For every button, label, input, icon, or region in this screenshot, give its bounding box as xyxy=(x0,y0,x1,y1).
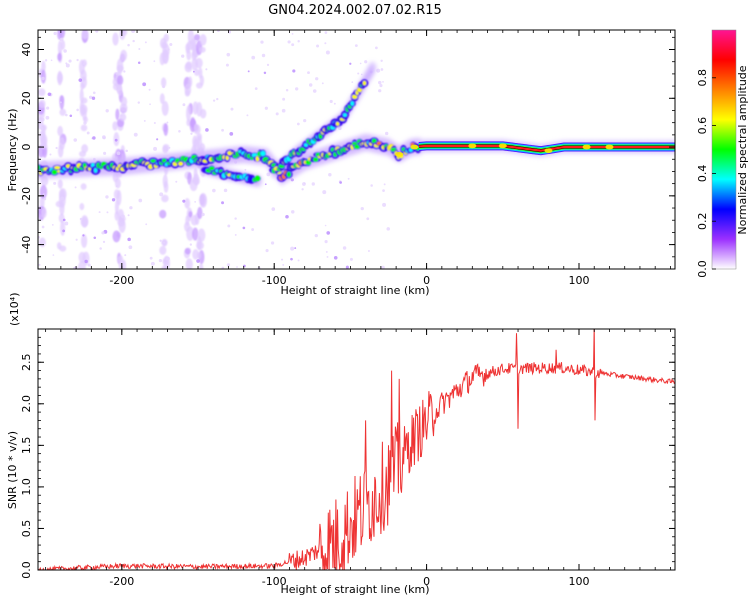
colorbar-frame xyxy=(711,29,737,270)
snr-ytick-label: 1.0 xyxy=(20,478,33,496)
spectrogram-xtick-label: -200 xyxy=(109,274,134,287)
colorbar-ticks: 0.0 0.2 0.4 0.6 0.8 xyxy=(696,69,716,278)
snr-ylabel: SNR (10 * v/v) xyxy=(6,431,19,509)
spectrogram-ytick-label: -20 xyxy=(20,187,33,205)
spectrogram-ytick-label: 0 xyxy=(20,144,33,151)
spectrogram-ytick-label: 40 xyxy=(20,43,33,57)
spectrogram-carrier xyxy=(395,141,675,157)
colorbar-tick-label: 0.8 xyxy=(696,69,709,87)
snr-ticks: -200 -100 0 100 0.0 0.5 1.0 1.5 2.0 2.5 xyxy=(20,329,675,588)
spectrogram-noise-stripe xyxy=(55,30,67,252)
snr-multiplier: (x10⁴) xyxy=(8,293,21,327)
snr-ytick-label: 1.5 xyxy=(20,437,33,455)
snr-xtick-label: 0 xyxy=(423,575,430,588)
snr-xtick-label: -100 xyxy=(262,575,287,588)
snr-xtick-label: 100 xyxy=(568,575,589,588)
spectrogram-xtick-label: 0 xyxy=(423,274,430,287)
colorbar-tick-label: 0.0 xyxy=(696,260,709,278)
spectrogram-noise-stripe xyxy=(77,30,90,269)
snr-plot xyxy=(38,329,675,570)
spectrogram-ylabel: Frequency (Hz) xyxy=(6,109,19,192)
snr-xtick-label: -200 xyxy=(109,575,134,588)
colorbar-tick-label: 0.2 xyxy=(696,212,709,230)
spectrogram-ytick-label: -40 xyxy=(20,236,33,254)
colorbar-tick-label: 0.4 xyxy=(696,165,709,183)
colorbar: 0.0 0.2 0.4 0.6 0.8 Normalized spectral ampl… xyxy=(696,29,749,278)
spectrogram-noise-stripe xyxy=(159,33,171,269)
snr-series-line xyxy=(38,329,675,570)
spectrogram-xtick-label: -100 xyxy=(262,274,287,287)
snr-xlabel: Height of straight line (km) xyxy=(280,583,429,596)
snr-ytick-label: 2.0 xyxy=(20,395,33,413)
snr-ytick-label: 0.5 xyxy=(20,520,33,538)
snr-panel: -200 -100 0 100 0.0 0.5 1.0 1.5 2.0 2.5 Height of… xyxy=(6,293,676,596)
colorbar-label: Normalized spectral amplitude xyxy=(736,65,749,234)
spectrogram-xlabel: Height of straight line (km) xyxy=(280,284,429,297)
colorbar-gradient xyxy=(712,30,736,269)
spectrogram-xtick-label: 100 xyxy=(568,274,589,287)
colorbar-tick-label: 0.6 xyxy=(696,117,709,135)
spectrogram-image xyxy=(38,30,675,269)
spectrogram-ytick-label: 20 xyxy=(20,91,33,105)
spectrogram-frame xyxy=(37,29,676,270)
snr-ytick-label: 0.0 xyxy=(20,561,33,579)
snr-frame xyxy=(37,328,676,571)
snr-ytick-label: 2.5 xyxy=(20,353,33,371)
figure-title: GN04.2024.002.07.02.R15 xyxy=(268,3,442,18)
